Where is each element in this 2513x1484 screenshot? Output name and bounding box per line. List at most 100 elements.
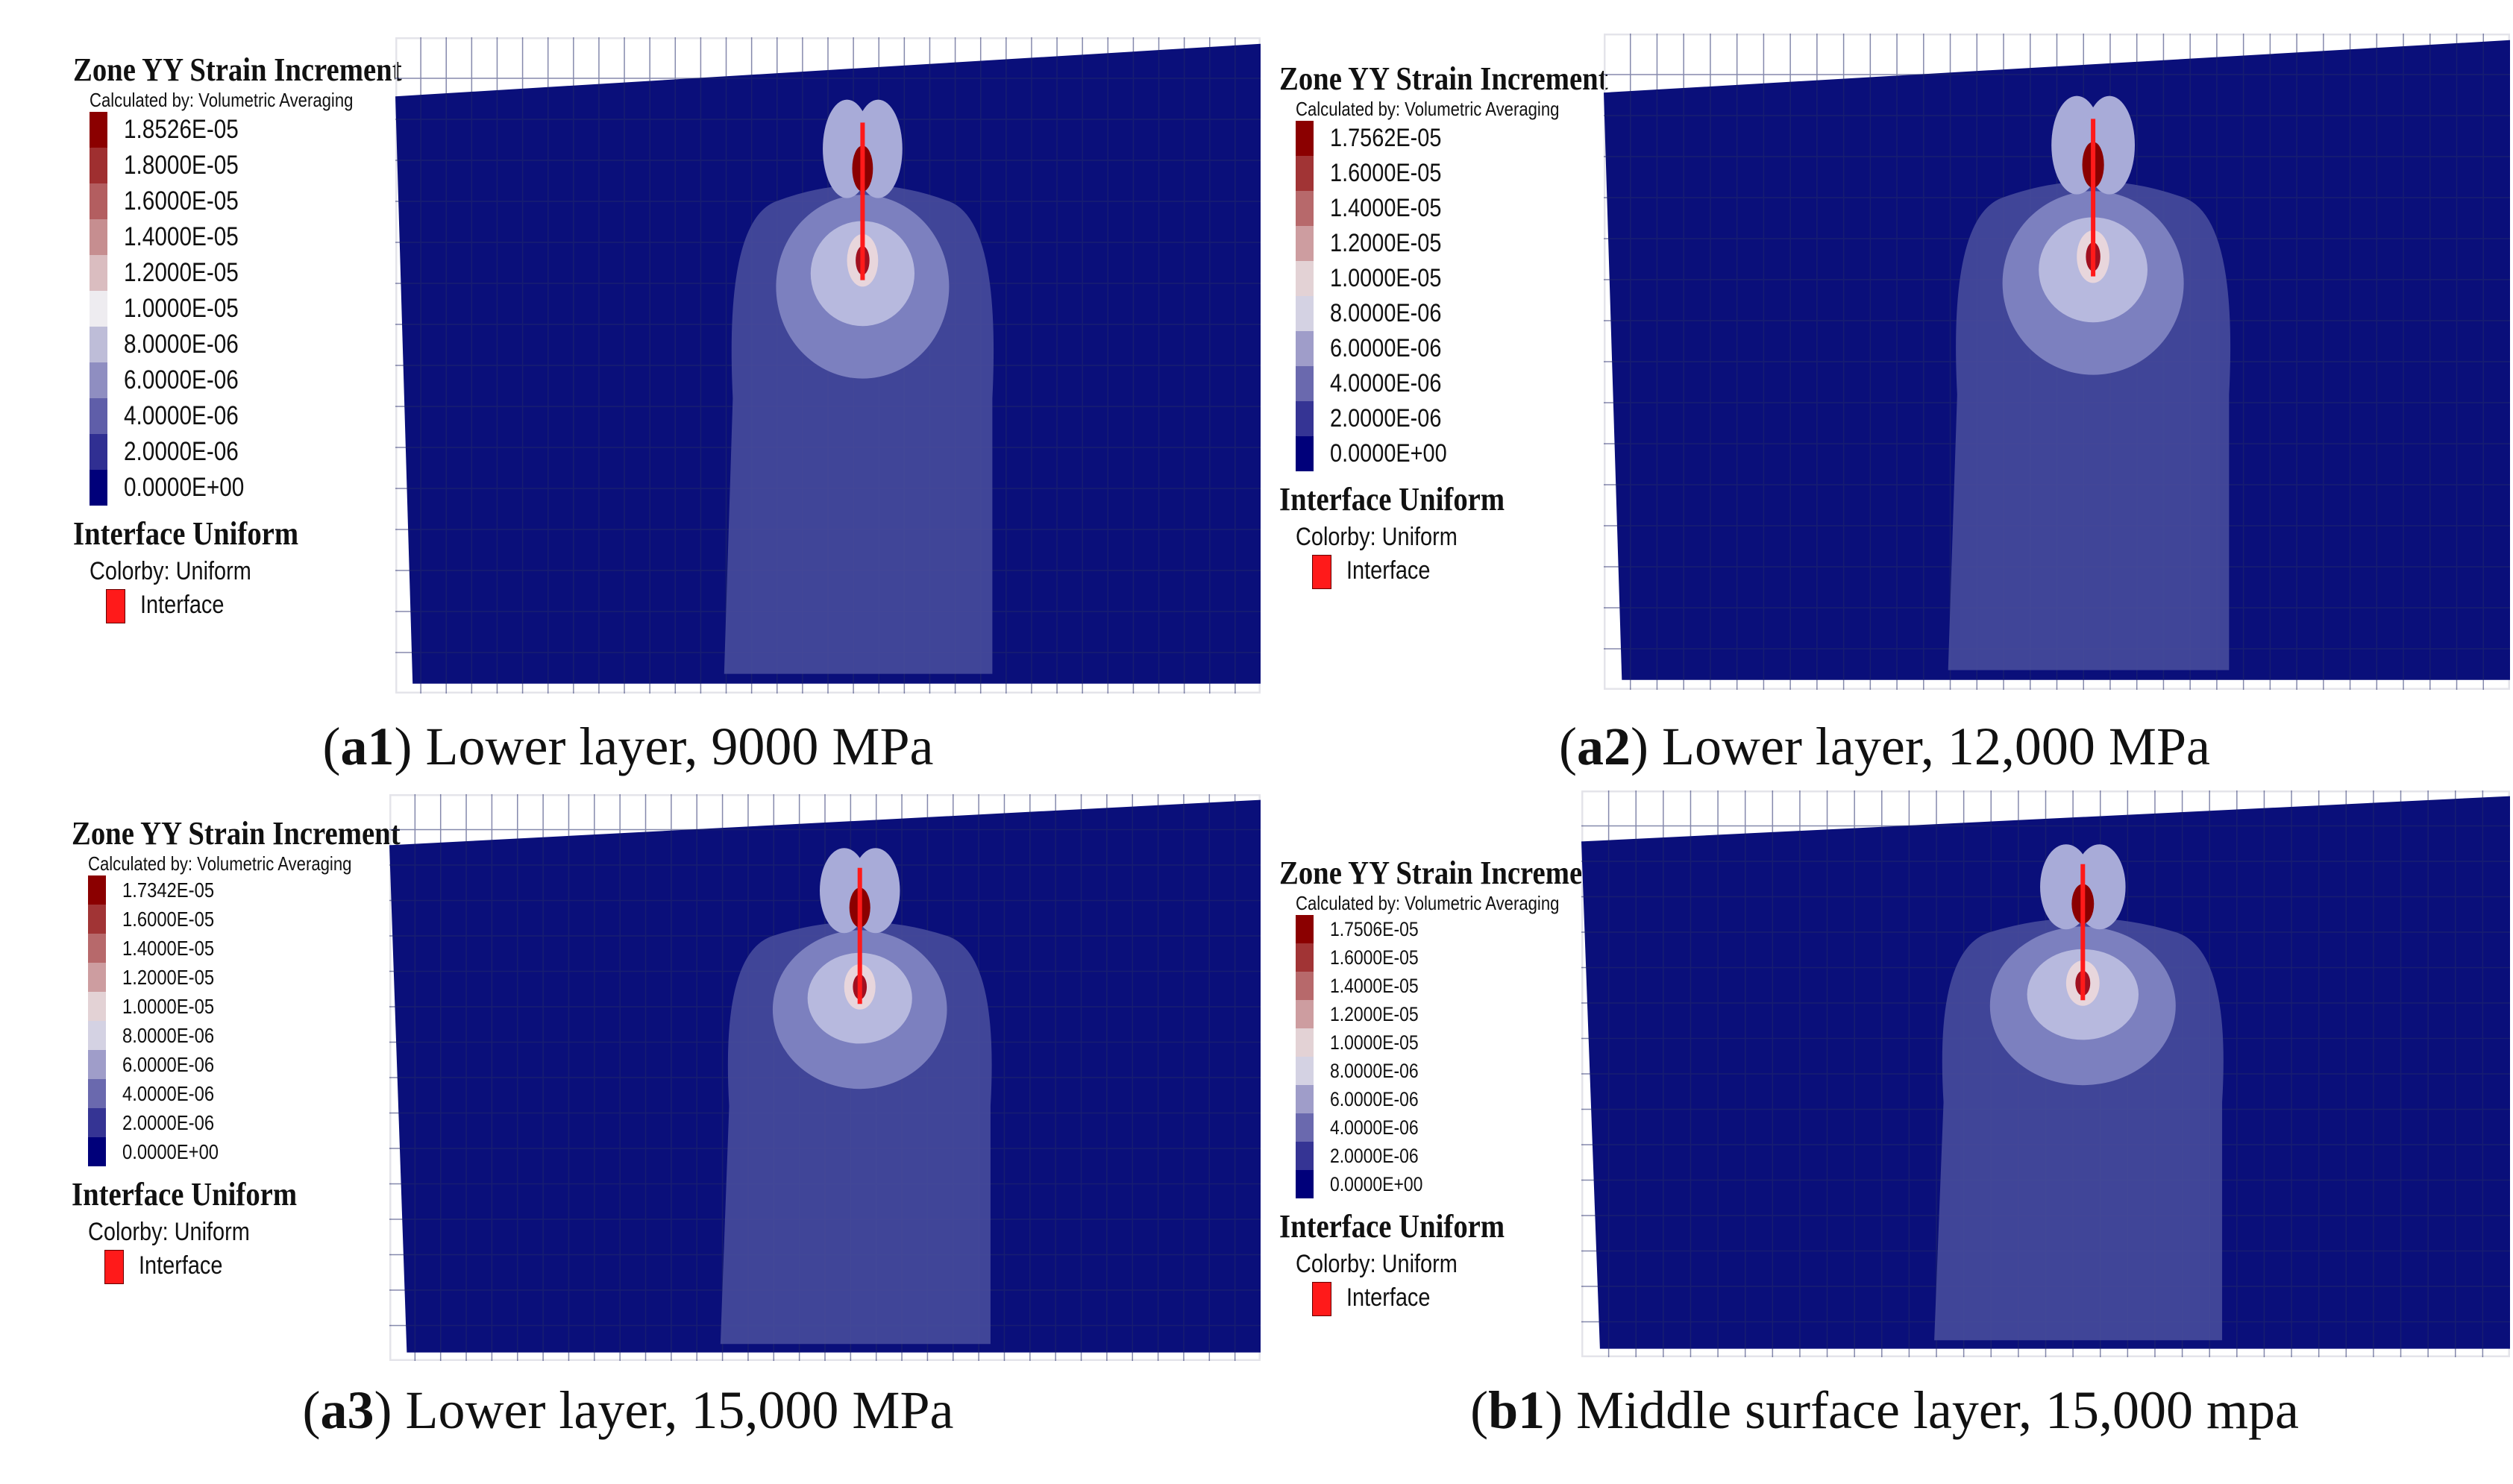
interface-label: Interface — [1346, 1283, 1431, 1312]
legend-row: 2.0000E-06 — [72, 1108, 445, 1137]
legend-row: 0.0000E+00 — [73, 470, 447, 506]
legend-swatch — [90, 470, 107, 506]
strain-contour-plot-a2 — [1604, 34, 2510, 690]
legend-value: 8.0000E-06 — [1330, 299, 1442, 327]
legend-value: 6.0000E-06 — [122, 1053, 215, 1076]
legend-row: 4.0000E-06 — [72, 1079, 445, 1108]
legend-swatch — [1296, 915, 1314, 943]
caption-paren: ( — [302, 1380, 321, 1440]
legend-row: 2.0000E-06 — [73, 434, 447, 470]
legend-value: 1.4000E-05 — [122, 937, 215, 960]
caption-text: ) Lower layer, 12,000 MPa — [1631, 717, 2210, 776]
legend-value: 1.2000E-05 — [124, 258, 239, 287]
legend-row: 8.0000E-06 — [1279, 1057, 1653, 1085]
legend-row: 1.6000E-05 — [73, 183, 447, 219]
legend-swatch — [90, 148, 107, 183]
legend-swatch — [88, 934, 106, 963]
legend-swatch — [90, 112, 107, 148]
legend-swatch — [1296, 331, 1314, 366]
legend-row: 2.0000E-06 — [1279, 401, 1653, 436]
legend-value: 4.0000E-06 — [122, 1082, 215, 1105]
caption-text: ) Lower layer, 9000 MPa — [394, 717, 934, 776]
legend-swatch — [1296, 943, 1314, 972]
interface-row: Interface — [1279, 555, 1653, 591]
strain-contour-plot-a3 — [389, 794, 1261, 1361]
legend-swatch — [90, 362, 107, 398]
legend-row: 1.8526E-05 — [73, 112, 447, 148]
legend-value: 1.0000E-05 — [1330, 1031, 1419, 1054]
legend-swatch — [88, 1079, 106, 1108]
interface-swatch — [1312, 555, 1331, 589]
legend-swatch — [1296, 1142, 1314, 1170]
legend-row: 1.7562E-05 — [1279, 121, 1653, 156]
mesh-grid — [1604, 34, 2510, 690]
legend-value: 2.0000E-06 — [1330, 404, 1442, 433]
legend-a2: Zone YY Strain Increment Calculated by: V… — [1279, 60, 1653, 591]
interface-label: Interface — [139, 1251, 223, 1280]
legend-swatch — [1296, 401, 1314, 436]
legend-row: 1.6000E-05 — [1279, 943, 1653, 972]
legend-swatch — [88, 905, 106, 934]
legend-value: 2.0000E-06 — [122, 1111, 215, 1134]
legend-row: 8.0000E-06 — [1279, 296, 1653, 331]
legend-row: 6.0000E-06 — [72, 1050, 445, 1079]
strain-contour-plot-a1 — [395, 37, 1261, 694]
interface-colorby: Colorby: Uniform — [88, 1218, 250, 1246]
legend-swatch — [1296, 436, 1314, 471]
legend-value: 4.0000E-06 — [1330, 1116, 1419, 1139]
legend-value: 1.4000E-05 — [1330, 194, 1442, 222]
legend-row: 1.4000E-05 — [1279, 972, 1653, 1000]
legend-row: 4.0000E-06 — [73, 398, 447, 434]
legend-value: 1.8000E-05 — [124, 151, 239, 180]
legend-value: 1.2000E-05 — [1330, 1003, 1419, 1025]
interface-label: Interface — [140, 591, 225, 619]
caption-tag: b1 — [1488, 1380, 1546, 1440]
legend-value: 4.0000E-06 — [124, 401, 239, 430]
legend-row: 1.4000E-05 — [1279, 191, 1653, 226]
interface-row: Interface — [73, 589, 447, 625]
legend-row: 0.0000E+00 — [1279, 1170, 1653, 1198]
legend-value: 8.0000E-06 — [1330, 1060, 1419, 1082]
legend-value: 0.0000E+00 — [1330, 439, 1447, 468]
panel-caption-a3: (a3) Lower layer, 15,000 MPa — [0, 1380, 1256, 1441]
caption-text: ) Lower layer, 15,000 MPa — [374, 1380, 954, 1440]
legend-value: 8.0000E-06 — [124, 330, 239, 359]
legend-a3: Zone YY Strain Increment Calculated by: V… — [72, 814, 445, 1286]
legend-row: 1.0000E-05 — [1279, 261, 1653, 296]
strain-contour-plot-b1 — [1581, 790, 2510, 1357]
legend-row: 6.0000E-06 — [73, 362, 447, 398]
legend-b1: Zone YY Strain Increment Calculated by: V… — [1279, 854, 1653, 1318]
legend-value: 1.7506E-05 — [1330, 918, 1419, 940]
legend-value: 1.6000E-05 — [1330, 159, 1442, 187]
legend-row: 1.0000E-05 — [1279, 1028, 1653, 1057]
legend-swatch — [88, 992, 106, 1021]
legend-row: 0.0000E+00 — [1279, 436, 1653, 471]
legend-value: 0.0000E+00 — [124, 473, 245, 502]
caption-tag: a3 — [320, 1380, 374, 1440]
legend-row: 1.0000E-05 — [72, 992, 445, 1021]
legend-row: 1.7506E-05 — [1279, 915, 1653, 943]
legend-value: 2.0000E-06 — [124, 437, 239, 466]
legend-subtitle: Calculated by: Volumetric Averaging — [88, 852, 352, 875]
interface-colorby: Colorby: Uniform — [90, 557, 251, 585]
legend-swatch — [1296, 1085, 1314, 1113]
legend-swatch — [1296, 366, 1314, 401]
legend-value: 4.0000E-06 — [1330, 369, 1442, 397]
legend-swatch — [88, 1137, 106, 1166]
legend-row: 1.2000E-05 — [1279, 1000, 1653, 1028]
interface-title: Interface Uniform — [73, 515, 299, 552]
caption-tag: a1 — [340, 717, 395, 776]
legend-row: 6.0000E-06 — [1279, 331, 1653, 366]
legend-row: 1.7342E-05 — [72, 875, 445, 905]
legend-subtitle: Calculated by: Volumetric Averaging — [90, 89, 354, 111]
legend-row: 1.6000E-05 — [1279, 156, 1653, 191]
legend-title: Zone YY Strain Increment — [1279, 855, 1608, 891]
legend-value: 1.7342E-05 — [122, 878, 215, 902]
legend-title: Zone YY Strain Increment — [73, 51, 402, 88]
legend-row: 1.2000E-05 — [73, 255, 447, 291]
legend-value: 1.0000E-05 — [1330, 264, 1442, 292]
legend-row: 1.8000E-05 — [73, 148, 447, 183]
legend-title: Zone YY Strain Increment — [72, 815, 401, 852]
interface-title: Interface Uniform — [1279, 1208, 1505, 1245]
legend-value: 1.2000E-05 — [122, 966, 215, 989]
